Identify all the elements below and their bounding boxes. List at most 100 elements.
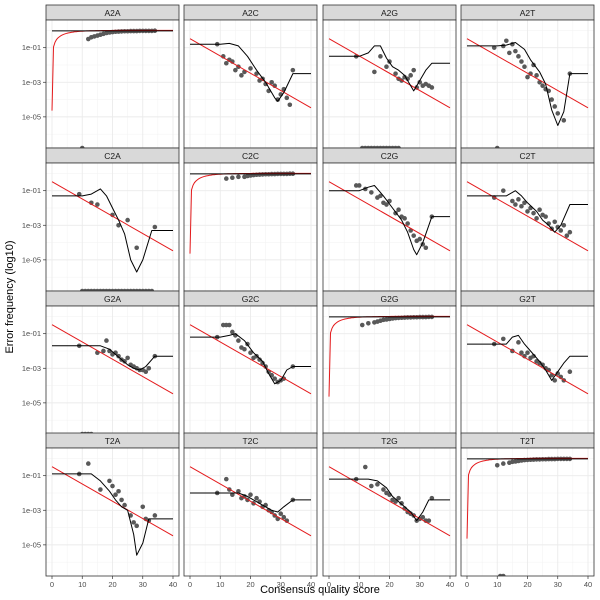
y-tick-label: 1e-01 [22, 329, 41, 338]
nominal-error-line [51, 324, 174, 395]
x-tick-label: 30 [554, 580, 562, 589]
data-point [513, 48, 518, 54]
data-point [396, 207, 401, 213]
data-point [528, 205, 533, 211]
data-point [366, 320, 371, 326]
nominal-error-line [189, 466, 312, 537]
x-tick-label: 30 [277, 580, 285, 589]
data-point [122, 359, 127, 364]
facet-label: A2A [104, 8, 120, 18]
facet-C2G: C2G [322, 147, 457, 292]
data-point [429, 495, 435, 501]
x-tick-label: 10 [78, 580, 86, 589]
data-point [230, 175, 235, 181]
data-point [378, 54, 383, 59]
fitted-error-line [467, 334, 588, 381]
data-point [510, 198, 515, 204]
facet-A2A: A2A 1e-01 1e-03 1e-05 [22, 4, 180, 149]
data-point [281, 514, 287, 520]
data-point [552, 378, 558, 383]
nominal-error-line [328, 38, 451, 109]
x-tick-label: 0 [327, 580, 331, 589]
data-point [152, 224, 158, 230]
fitted-error-line [467, 42, 588, 126]
nominal-error-line [466, 181, 589, 252]
data-point [236, 174, 241, 180]
data-point [549, 97, 554, 102]
plot-area [189, 171, 311, 254]
data-point [531, 210, 536, 216]
data-point [504, 38, 509, 44]
facet-label: G2G [381, 294, 399, 304]
data-point [378, 193, 383, 199]
data-point [284, 95, 290, 101]
y-tick-label: 1e-05 [22, 540, 41, 549]
data-point [567, 229, 573, 235]
data-point [513, 202, 518, 207]
data-point [230, 329, 235, 335]
plot-area [51, 181, 174, 291]
fitted-error-line [329, 45, 450, 92]
fitted-error-line [52, 188, 173, 273]
facet-label: C2T [519, 151, 535, 161]
x-tick-label: 20 [246, 580, 254, 589]
data-point [369, 190, 374, 195]
data-point [491, 45, 497, 50]
y-tick-label: 1e-01 [22, 186, 41, 195]
facet-A2C: A2C [183, 4, 318, 149]
facet-T2C: T2C 0 10 20 30 40 [183, 432, 318, 589]
fitted-error-line [190, 492, 311, 513]
data-point [134, 245, 139, 251]
data-point [372, 69, 377, 75]
y-tick-label: 1e-03 [22, 221, 41, 230]
data-point [76, 191, 82, 197]
data-point [236, 488, 241, 494]
gridlines [461, 448, 594, 576]
fitted-error-line [190, 333, 311, 385]
facet-G2A: G2A 1e-01 1e-03 1e-05 [22, 290, 180, 435]
data-point [564, 233, 570, 238]
data-point [531, 353, 536, 359]
y-axis-title: Error frequency (log10) [4, 240, 16, 353]
plot-area [51, 324, 174, 434]
plot-area [51, 28, 173, 148]
data-point [516, 54, 521, 59]
data-point [408, 73, 413, 78]
gridlines [46, 306, 179, 434]
facet-C2C: C2C [183, 147, 318, 292]
data-point [384, 202, 389, 207]
plot-area [328, 38, 451, 148]
data-point [522, 200, 527, 206]
data-point [113, 492, 118, 498]
nominal-error-line [466, 324, 589, 395]
x-axis-title: Consensus quality score [260, 584, 380, 596]
plot-area [328, 464, 451, 537]
data-point [567, 369, 573, 375]
data-point [131, 520, 136, 525]
data-point [429, 85, 435, 90]
data-point [290, 67, 296, 73]
data-point [420, 514, 426, 520]
facet-A2G: A2G [322, 4, 457, 149]
data-point [110, 483, 115, 489]
nominal-error-line [328, 466, 451, 537]
fitted-error-line [467, 190, 588, 233]
data-point [399, 501, 404, 506]
data-point [384, 64, 389, 70]
x-tick-label: 0 [50, 580, 54, 589]
data-point [107, 478, 112, 484]
plot-area [328, 181, 451, 256]
y-tick-label: 1e-03 [22, 364, 41, 373]
facet-label: A2G [381, 8, 398, 18]
gridlines [323, 306, 456, 434]
data-point [411, 233, 417, 238]
data-point [272, 376, 278, 381]
gridlines [323, 20, 456, 148]
data-point [356, 183, 362, 188]
y-tick-label: 1e-01 [22, 43, 41, 52]
data-point [248, 350, 253, 356]
facet-label: T2C [242, 436, 258, 446]
data-point [242, 346, 247, 352]
y-tick-label: 1e-05 [22, 255, 41, 264]
